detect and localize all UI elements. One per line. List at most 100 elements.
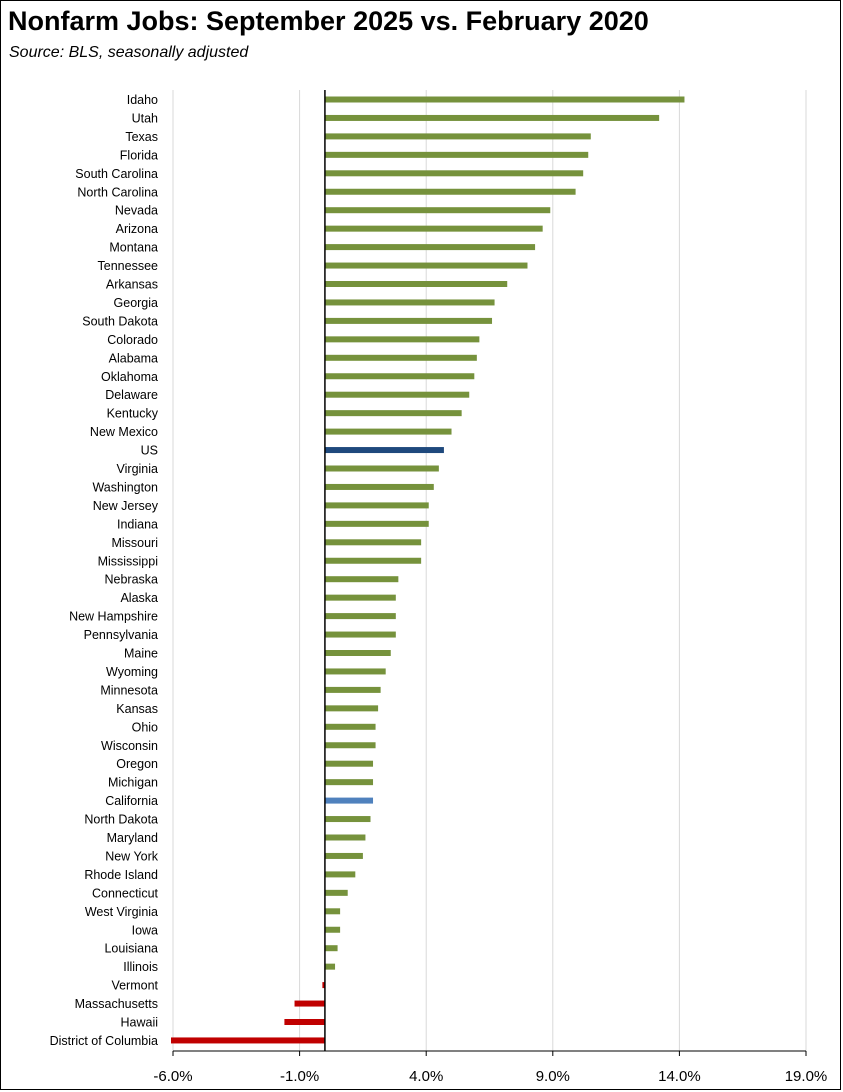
bar-oregon (324, 760, 374, 767)
category-label: Georgia (114, 296, 159, 310)
bar-vermont (322, 982, 325, 989)
category-label: Wisconsin (101, 739, 158, 753)
category-label: Michigan (108, 776, 158, 790)
bar-arizona (324, 225, 543, 232)
category-label: Florida (120, 148, 158, 162)
bar-hawaii (284, 1019, 325, 1025)
category-label: California (105, 794, 158, 808)
bar-new-jersey (324, 502, 429, 509)
bar-connecticut (324, 889, 348, 896)
bar-oklahoma (324, 373, 475, 380)
category-label: Arizona (116, 222, 158, 236)
category-label: US (141, 444, 158, 458)
bar-new-hampshire (324, 613, 396, 620)
category-label: Kansas (116, 702, 158, 716)
bar-new-york (324, 852, 363, 859)
category-label: Indiana (117, 517, 158, 531)
bar-indiana (324, 520, 429, 527)
bar-alabama (324, 354, 477, 361)
category-label: Iowa (132, 923, 158, 937)
bar-texas (324, 133, 591, 140)
category-label: Montana (109, 241, 158, 255)
bars (171, 96, 685, 1044)
category-label: Maryland (107, 831, 158, 845)
bar-wisconsin (324, 742, 376, 749)
category-label: West Virginia (85, 905, 158, 919)
bar-iowa (324, 926, 341, 933)
bar-alaska (324, 594, 396, 601)
category-label: Minnesota (100, 683, 158, 697)
bar-district-of-columbia (171, 1037, 325, 1044)
bar-mississippi (324, 557, 422, 564)
category-label: Idaho (127, 93, 158, 107)
bar-rhode-island (324, 871, 356, 878)
bar-pennsylvania (324, 631, 396, 638)
category-label: Missouri (111, 536, 158, 550)
category-label: Mississippi (98, 554, 158, 568)
bar-ohio (324, 723, 376, 730)
bar-delaware (324, 391, 470, 398)
category-label: Pennsylvania (84, 628, 158, 642)
category-label: Nebraska (105, 573, 159, 587)
bar-arkansas (324, 281, 508, 287)
category-label: Maine (124, 647, 158, 661)
bar-florida (324, 151, 589, 158)
category-labels: Idaho Utah Texas Florida South Carolina North… (50, 93, 159, 1048)
chart-title: Nonfarm Jobs: September 2025 vs. Februar… (8, 6, 649, 36)
category-label: Alaska (120, 591, 158, 605)
bar-south-carolina (324, 170, 584, 177)
x-tick-label: -6.0% (153, 1068, 192, 1085)
x-tick-label: 4.0% (409, 1068, 443, 1085)
category-label: Tennessee (98, 259, 159, 273)
category-label: New Hampshire (69, 610, 158, 624)
bar-west-virginia (324, 908, 341, 915)
bar-illinois (324, 963, 336, 970)
category-label: North Carolina (77, 185, 158, 199)
bar-wyoming (324, 668, 386, 675)
category-label: Ohio (132, 720, 158, 734)
category-label: New Mexico (90, 425, 158, 439)
category-label: North Dakota (84, 813, 158, 827)
category-label: Vermont (111, 979, 158, 993)
category-label: Wyoming (106, 665, 158, 679)
bar-maine (324, 650, 391, 656)
category-label: Texas (125, 130, 158, 144)
x-tick-label: 19.0% (785, 1068, 828, 1085)
bar-michigan (324, 779, 374, 786)
bar-south-dakota (324, 317, 493, 324)
bar-colorado (324, 336, 480, 343)
bar-virginia (324, 465, 439, 472)
axes (172, 90, 807, 1056)
bar-louisiana (324, 945, 338, 952)
bar-georgia (324, 299, 495, 306)
category-label: Virginia (117, 462, 159, 476)
bar-nevada (324, 207, 551, 214)
x-tick-label: 9.0% (536, 1068, 570, 1085)
category-label: Utah (132, 111, 158, 125)
bar-new-mexico (324, 428, 452, 435)
x-tick-label: -1.0% (280, 1068, 319, 1085)
bar-tennessee (324, 262, 528, 269)
category-label: Massachusetts (75, 997, 158, 1011)
category-label: Oklahoma (101, 370, 158, 384)
gridlines (172, 90, 807, 1051)
bar-us (324, 447, 444, 454)
bar-kansas (324, 705, 379, 712)
tick-labels: -6.0% -1.0% 4.0% 9.0% 14.0% 19.0% (153, 1068, 827, 1085)
chart-subtitle: Source: BLS, seasonally adjusted (9, 44, 249, 61)
category-label: South Dakota (82, 314, 158, 328)
category-label: Alabama (109, 351, 158, 365)
bar-north-carolina (324, 188, 576, 195)
x-tick-label: 14.0% (658, 1068, 701, 1085)
category-label: Hawaii (120, 1016, 158, 1030)
category-label: Louisiana (104, 942, 158, 956)
bar-missouri (324, 539, 422, 546)
bar-idaho (324, 96, 685, 103)
bar-nebraska (324, 576, 399, 583)
category-label: Illinois (123, 960, 158, 974)
category-label: District of Columbia (50, 1034, 158, 1048)
category-label: Nevada (115, 204, 158, 218)
category-label: Washington (92, 480, 158, 494)
bar-maryland (324, 834, 366, 841)
